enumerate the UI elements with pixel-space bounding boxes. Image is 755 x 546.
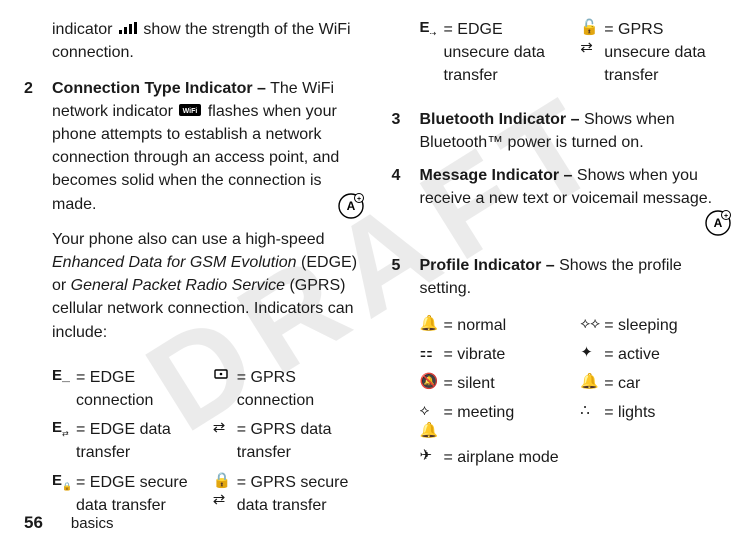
wifi-badge-icon: WiFi [179,100,201,123]
conn-edge-data: E⇄ = EDGE data transfer [52,418,203,464]
profile-lights-label: = lights [604,401,655,424]
item-2-text2a: Your phone also can use a high-speed [52,231,325,248]
profile-sleeping: ⟡⟡ = sleeping [580,314,731,337]
meeting-icon: ⟡🔔 [420,401,444,440]
item-5-body: Profile Indicator – Shows the profile se… [420,254,732,300]
svg-text:A: A [714,216,723,230]
edge-conn-icon: E— [52,366,76,387]
edge-unsecure-label: = EDGE unsecure data transfer [444,18,571,88]
conn-edge-label: = EDGE connection [76,366,203,412]
profile-sleeping-label: = sleeping [604,314,677,337]
edge-unsecure-icon: E⇢ [420,18,444,39]
item-2-em2: General Packet Radio Service [71,277,285,294]
profile-car-label: = car [604,372,640,395]
conn-gprs-label: = GPRS connection [237,366,364,412]
profile-grid: 🔔 = normal ⟡⟡ = sleeping ⚏ = vibrate ✦ =… [420,314,732,470]
svg-text:A: A [346,199,355,213]
gprs-unsecure-icon: 🔓⇄ [580,18,604,57]
vibrate-icon: ⚏ [420,343,444,363]
feature-plus-icon-2: A + [705,210,731,243]
profile-normal-label: = normal [444,314,507,337]
gprs-conn-icon [213,366,237,386]
connection-grid: E— = EDGE connection = GPRS connection E… [52,366,364,517]
item-2-body: Connection Type Indicator – The WiFi net… [52,77,364,356]
svg-text:+: + [356,196,360,203]
item-2-title: Connection Type Indicator – [52,80,266,97]
profile-empty [580,446,731,469]
unsecure-grid: E⇢ = EDGE unsecure data transfer 🔓⇄ = GP… [420,18,732,88]
item-3-title: Bluetooth Indicator – [420,111,580,128]
conn-gprs-data-label: = GPRS data transfer [237,418,364,464]
item-4-number: 4 [392,164,420,244]
edge-unsecure: E⇢ = EDGE unsecure data transfer [420,18,571,88]
item-2: 2 Connection Type Indicator – The WiFi n… [24,77,364,356]
wifi-strength-icon [119,18,137,41]
gprs-unsecure: 🔓⇄ = GPRS unsecure data transfer [580,18,731,88]
profile-vibrate: ⚏ = vibrate [420,343,571,366]
profile-airplane: ✈ = airplane mode [420,446,571,469]
item-5: 5 Profile Indicator – Shows the profile … [392,254,732,300]
feature-plus-icon: A + [338,193,364,226]
gprs-unsecure-label: = GPRS unsecure data transfer [604,18,731,88]
profile-active-label: = active [604,343,660,366]
normal-icon: 🔔 [420,314,444,334]
profile-active: ✦ = active [580,343,731,366]
item-5-title: Profile Indicator – [420,257,555,274]
profile-meeting-label: = meeting [444,401,515,424]
conn-gprs-secure: 🔒⇄ = GPRS secure data transfer [213,471,364,517]
conn-edge: E— = EDGE connection [52,366,203,412]
item-5-number: 5 [392,254,420,300]
item-2-em1: Enhanced Data for GSM Evolution [52,254,297,271]
profile-silent: 🔕 = silent [420,372,571,395]
item-3-body: Bluetooth Indicator – Shows when Bluetoo… [420,108,732,154]
lights-icon: ∴ [580,401,604,421]
profile-airplane-label: = airplane mode [444,446,559,469]
conn-gprs-secure-label: = GPRS secure data transfer [237,471,364,517]
conn-edge-secure: E🔒 = EDGE secure data transfer [52,471,203,517]
page-footer: 56 basics [24,511,113,536]
conn-edge-data-label: = EDGE data transfer [76,418,203,464]
content-columns: indicator show the strength of the WiFi … [24,18,731,517]
profile-silent-label: = silent [444,372,495,395]
svg-text:WiFi: WiFi [183,108,198,115]
item-3: 3 Bluetooth Indicator – Shows when Bluet… [392,108,732,154]
profile-vibrate-label: = vibrate [444,343,506,366]
svg-text:+: + [724,213,728,220]
right-column: E⇢ = EDGE unsecure data transfer 🔓⇄ = GP… [392,18,732,517]
page-number: 56 [24,511,43,536]
profile-meeting: ⟡🔔 = meeting [420,401,571,440]
edge-secure-icon: E🔒 [52,471,76,492]
active-icon: ✦ [580,343,604,363]
silent-icon: 🔕 [420,372,444,392]
profile-normal: 🔔 = normal [420,314,571,337]
profile-car: 🔔 = car [580,372,731,395]
car-icon: 🔔 [580,372,604,392]
intro-text-a: indicator [52,21,117,38]
intro-paragraph: indicator show the strength of the WiFi … [52,18,364,65]
left-column: indicator show the strength of the WiFi … [24,18,364,517]
gprs-data-icon: ⇄ [213,418,237,438]
item-4-body: Message Indicator – Shows when you recei… [420,164,732,244]
conn-gprs-data: ⇄ = GPRS data transfer [213,418,364,464]
item-2-para2: Your phone also can use a high-speed Enh… [52,228,364,344]
conn-gprs: = GPRS connection [213,366,364,412]
item-2-para1: Connection Type Indicator – The WiFi net… [52,77,364,216]
item-2-number: 2 [24,77,52,356]
item-3-number: 3 [392,108,420,154]
item-4: 4 Message Indicator – Shows when you rec… [392,164,732,244]
gprs-secure-icon: 🔒⇄ [213,471,237,510]
sleeping-icon: ⟡⟡ [580,314,604,334]
item-4-title: Message Indicator – [420,167,573,184]
edge-data-icon: E⇄ [52,418,76,439]
profile-lights: ∴ = lights [580,401,731,440]
airplane-icon: ✈ [420,446,444,466]
conn-edge-secure-label: = EDGE secure data transfer [76,471,203,517]
section-name: basics [71,513,114,535]
